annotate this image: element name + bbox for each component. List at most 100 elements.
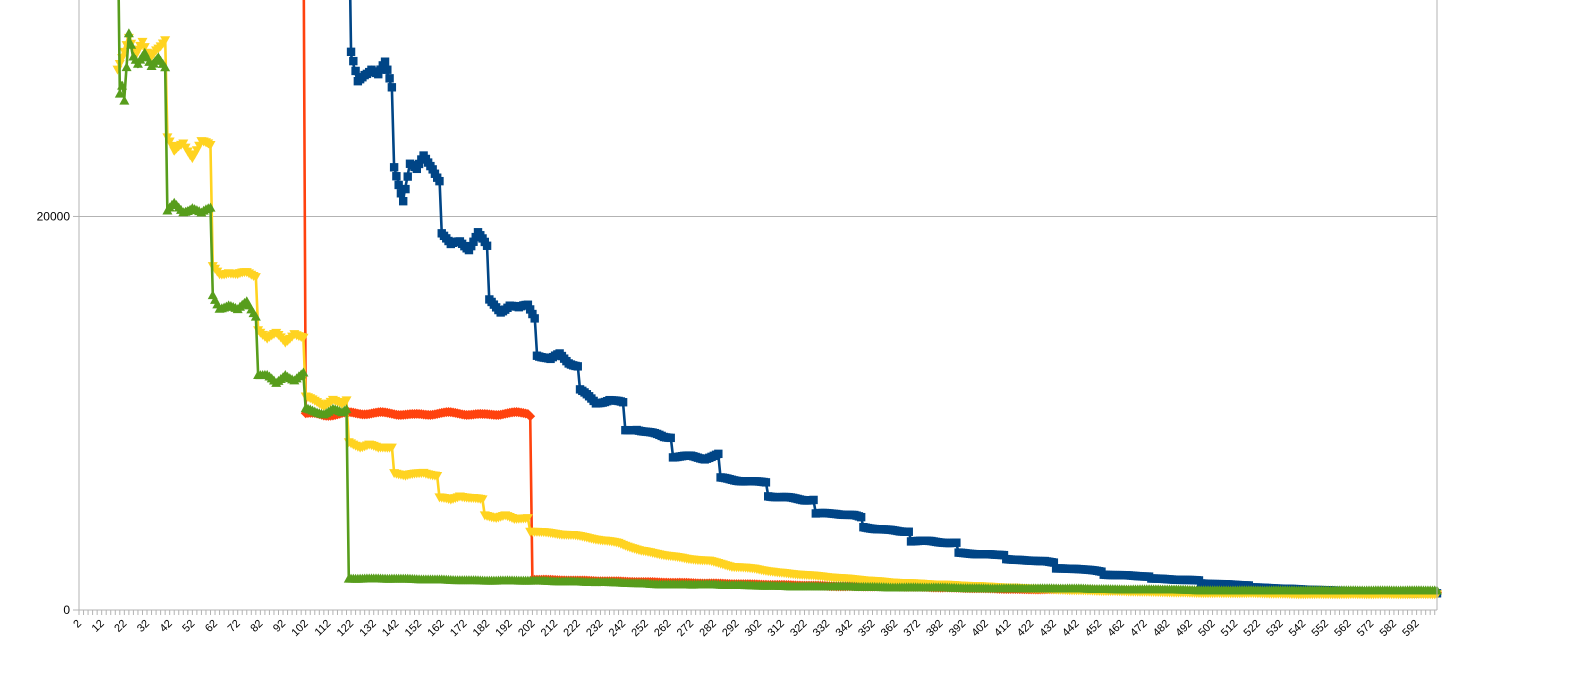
x-tick-label: 302 bbox=[743, 618, 764, 639]
x-tick-label: 512 bbox=[1219, 618, 1240, 639]
series-1-marker bbox=[952, 538, 961, 547]
x-tick-label: 132 bbox=[357, 618, 378, 639]
x-tick-label: 482 bbox=[1151, 618, 1172, 639]
x-tick-label: 292 bbox=[720, 618, 741, 639]
x-tick-label: 352 bbox=[856, 618, 877, 639]
series-1-marker bbox=[573, 362, 582, 371]
x-tick-label: 322 bbox=[788, 618, 809, 639]
x-tick-label: 162 bbox=[425, 618, 446, 639]
series-4-marker bbox=[126, 39, 137, 49]
x-tick-label: 532 bbox=[1264, 618, 1285, 639]
axes bbox=[78, 0, 1438, 611]
series-1-line bbox=[348, 0, 1437, 595]
series-2 bbox=[300, 0, 1442, 598]
y-axis-ticks: 0 20000 bbox=[37, 209, 79, 617]
series-1-marker bbox=[904, 527, 913, 536]
series-3-marker bbox=[160, 36, 171, 46]
x-tick-label: 152 bbox=[403, 618, 424, 639]
x-tick-label: 232 bbox=[584, 618, 605, 639]
x-tick-label: 362 bbox=[879, 618, 900, 639]
series-4-marker bbox=[298, 367, 309, 377]
series-3-marker bbox=[139, 43, 150, 53]
x-tick-label: 202 bbox=[516, 618, 537, 639]
series-1-marker bbox=[380, 57, 390, 66]
series-3-marker bbox=[522, 514, 533, 524]
x-tick-label: 222 bbox=[561, 618, 582, 639]
series-2-marker bbox=[525, 411, 536, 422]
x-tick-label: 2 bbox=[71, 618, 84, 631]
series-2-line bbox=[302, 0, 1437, 594]
x-tick-label: 462 bbox=[1106, 618, 1127, 639]
series-3-marker bbox=[205, 140, 216, 150]
x-tick-label: 62 bbox=[203, 618, 220, 635]
series-4 bbox=[114, 0, 1442, 595]
x-tick-label: 122 bbox=[335, 618, 356, 639]
series-1 bbox=[346, 0, 1442, 598]
x-tick-label: 422 bbox=[1015, 618, 1036, 639]
series-1-marker bbox=[398, 196, 408, 206]
x-tick-label: 442 bbox=[1060, 618, 1081, 639]
x-tick-label: 52 bbox=[180, 618, 197, 635]
series-1-marker bbox=[856, 512, 866, 522]
series-4-marker bbox=[205, 202, 216, 212]
series-4-marker bbox=[341, 404, 352, 414]
series-1-marker bbox=[666, 433, 675, 443]
x-tick-label: 192 bbox=[493, 618, 514, 639]
x-tick-label: 502 bbox=[1196, 618, 1217, 639]
x-tick-label: 392 bbox=[947, 618, 968, 639]
series-3-line bbox=[116, 34, 1437, 596]
x-tick-label: 142 bbox=[380, 618, 401, 639]
x-tick-label: 332 bbox=[811, 618, 832, 639]
x-tick-label: 72 bbox=[226, 618, 243, 635]
x-tick-label: 472 bbox=[1128, 618, 1149, 639]
series-1-marker bbox=[403, 172, 412, 181]
x-tick-label: 82 bbox=[248, 618, 265, 635]
series-1-marker bbox=[394, 180, 403, 190]
y-tick-label: 0 bbox=[63, 603, 70, 617]
x-tick-label: 212 bbox=[539, 618, 560, 639]
x-tick-label: 182 bbox=[471, 618, 492, 639]
x-tick-label: 562 bbox=[1332, 618, 1353, 639]
x-tick-label: 342 bbox=[833, 618, 854, 639]
series-3-marker bbox=[112, 65, 123, 75]
series-3 bbox=[112, 33, 1442, 600]
x-tick-label: 552 bbox=[1310, 618, 1331, 639]
series-1-marker bbox=[389, 163, 399, 172]
x-tick-label: 172 bbox=[448, 618, 469, 639]
series-1-marker bbox=[530, 314, 539, 323]
series-4-marker bbox=[123, 28, 134, 38]
x-tick-label: 42 bbox=[158, 618, 175, 635]
x-tick-label: 492 bbox=[1174, 618, 1195, 639]
series-1-marker bbox=[346, 47, 356, 57]
series-1-marker bbox=[383, 65, 392, 74]
series-1-marker bbox=[618, 398, 628, 407]
x-tick-label: 242 bbox=[607, 618, 628, 639]
series-1-marker bbox=[809, 495, 818, 505]
series-3-marker bbox=[137, 37, 148, 47]
x-tick-label: 382 bbox=[924, 618, 945, 639]
x-tick-label: 592 bbox=[1400, 618, 1421, 639]
x-tick-label: 282 bbox=[697, 618, 718, 639]
series-1-marker bbox=[349, 56, 358, 66]
x-tick-label: 262 bbox=[652, 618, 673, 639]
plot-area bbox=[112, 0, 1442, 600]
x-tick-label: 572 bbox=[1355, 618, 1376, 639]
series-3-marker bbox=[477, 495, 488, 505]
series-3-marker bbox=[341, 396, 352, 406]
series-4-marker bbox=[250, 311, 261, 321]
x-tick-label: 522 bbox=[1242, 618, 1263, 639]
series-1-marker bbox=[761, 478, 771, 487]
series-1-marker bbox=[401, 184, 410, 194]
series-1-marker bbox=[482, 241, 492, 250]
series-1-marker bbox=[351, 66, 360, 76]
series-1-marker bbox=[387, 83, 397, 92]
series-1-marker bbox=[714, 449, 723, 459]
x-tick-label: 92 bbox=[271, 618, 288, 635]
series-3-marker bbox=[298, 333, 309, 343]
series-4-marker bbox=[119, 95, 130, 105]
series-1-marker bbox=[385, 74, 394, 83]
series-3-marker bbox=[386, 443, 397, 453]
series-1-marker bbox=[392, 172, 401, 181]
y-tick-label: 20000 bbox=[37, 209, 71, 223]
x-tick-label: 32 bbox=[135, 618, 152, 635]
